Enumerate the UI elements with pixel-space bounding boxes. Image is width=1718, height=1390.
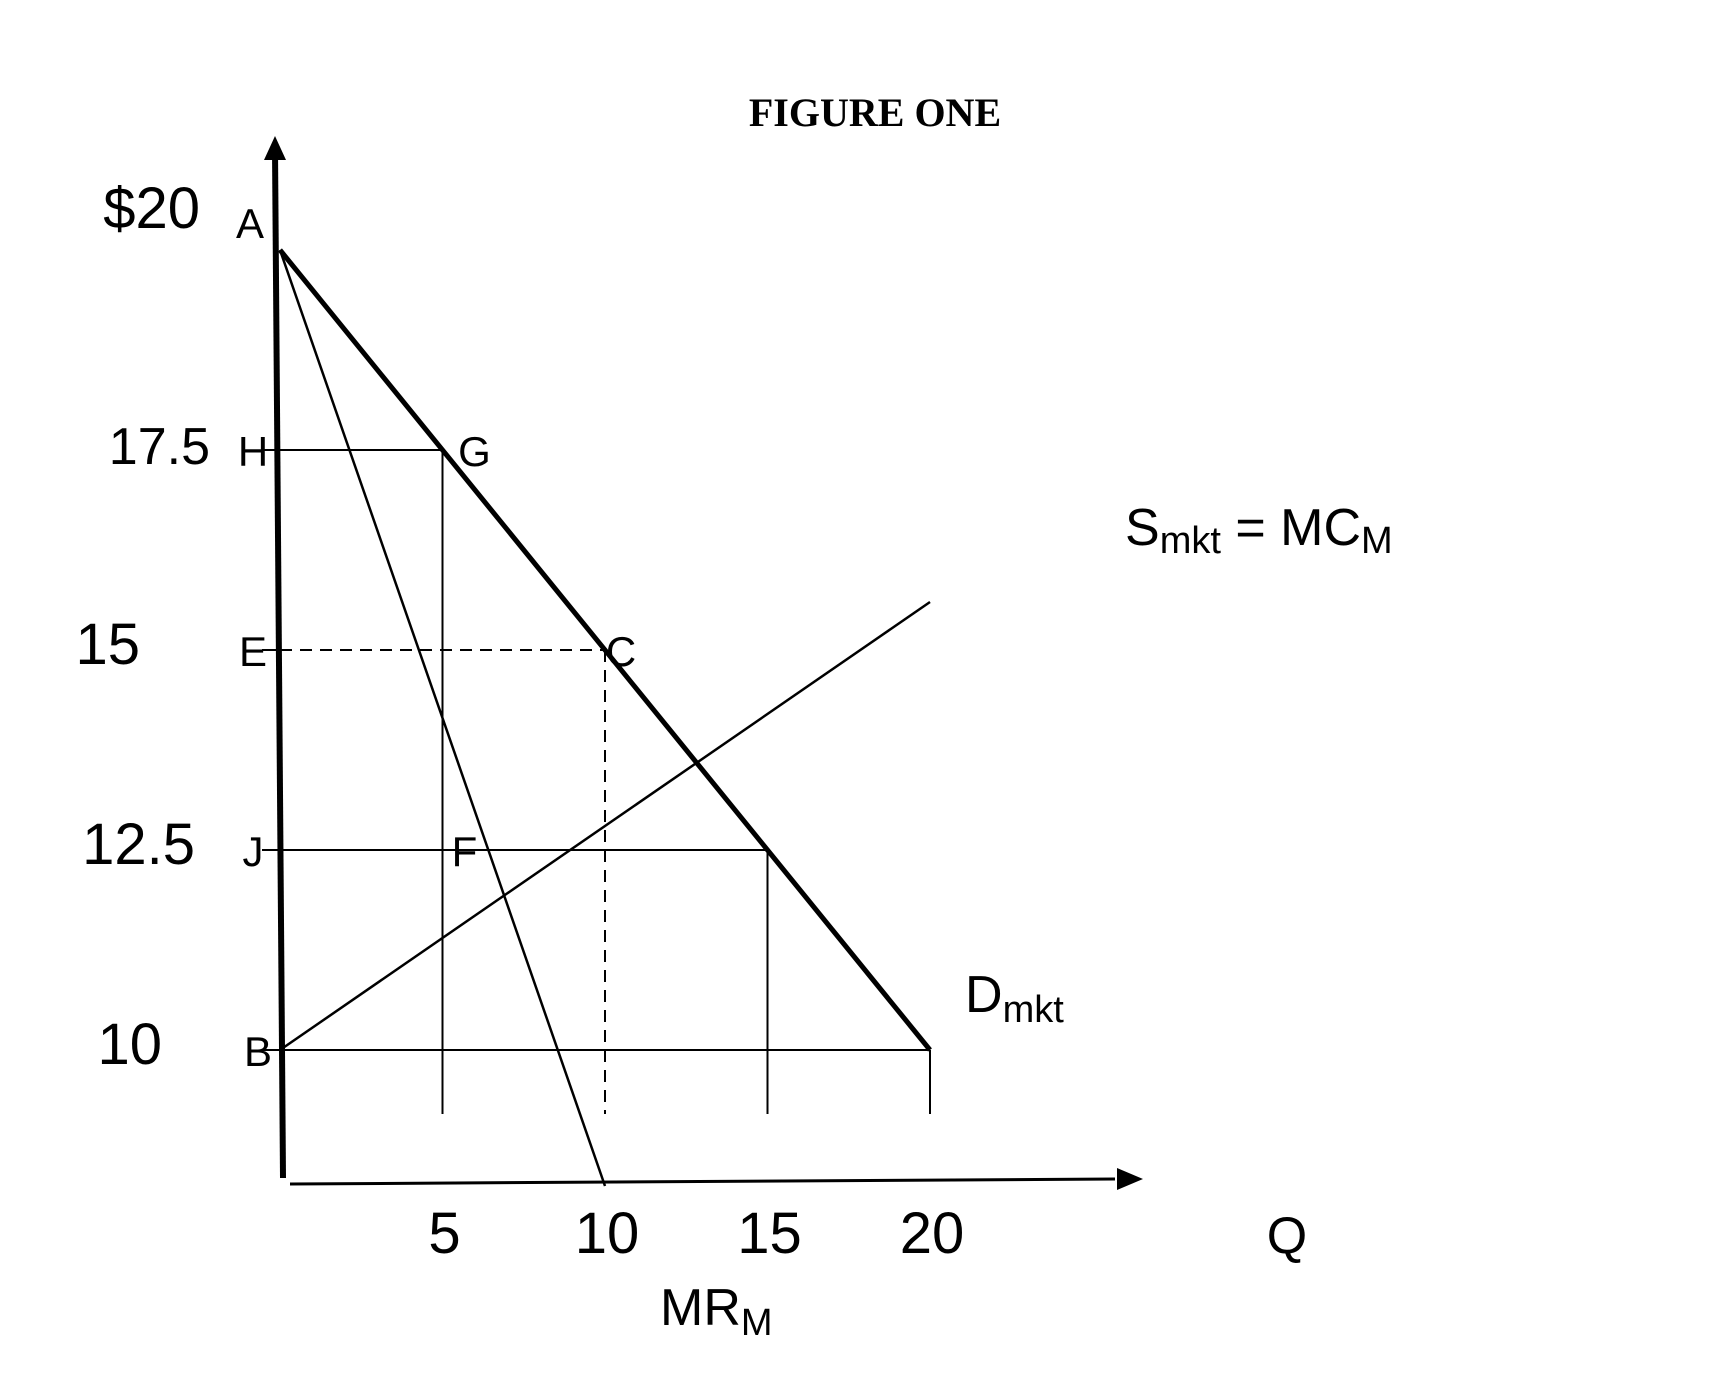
series-label-demand-main: D — [965, 966, 1003, 1024]
series-label-mr-main: MR — [660, 1279, 741, 1337]
x-tick-label: 10 — [575, 1201, 640, 1266]
x-tick-label: 15 — [737, 1201, 802, 1266]
x-axis-arrowhead — [1117, 1168, 1143, 1190]
chart-title: FIGURE ONE — [749, 90, 1001, 135]
series-label-demand: Dmkt — [965, 966, 1064, 1031]
series-label-supply-part: S — [1125, 499, 1160, 557]
y-point-label: E — [239, 628, 267, 675]
series-label-mr: MRM — [660, 1279, 773, 1344]
y-tick-label: 15 — [75, 612, 140, 677]
y-axis — [272, 149, 286, 1179]
point-label: F — [452, 828, 478, 875]
series-line-supply — [279, 600, 931, 1052]
guide-lines — [280, 449, 931, 1114]
x-tick-labels: 5 10 15 20 — [428, 1201, 964, 1266]
series-label-supply-part: M — [1361, 520, 1393, 562]
point-label: G — [458, 428, 491, 475]
y-point-label: H — [238, 428, 268, 475]
series-lines — [278, 248, 932, 1187]
series-line-demand — [278, 248, 932, 1052]
series-label-supply-part: mkt — [1160, 520, 1222, 562]
y-axis-arrowhead — [264, 136, 286, 160]
point-label: C — [606, 628, 636, 675]
y-point-label: J — [243, 828, 264, 875]
y-point-label: A — [236, 200, 264, 247]
y-tick-label: $20 — [103, 176, 200, 241]
y-point-labels: A H E J B — [236, 200, 282, 1075]
x-axis — [289, 1177, 1116, 1186]
y-tick-labels: $20 17.5 15 12.5 10 — [75, 176, 210, 1077]
x-axis-label: Q — [1267, 1207, 1307, 1265]
series-label-supply-part: = MC — [1221, 499, 1361, 557]
y-tick-label: 17.5 — [109, 418, 210, 476]
y-tick-label: 12.5 — [82, 812, 195, 877]
series-label-supply: Smkt = MCM — [1125, 499, 1393, 562]
x-tick-label: 5 — [428, 1201, 460, 1266]
point-labels: G C F — [452, 428, 637, 875]
series-line-mr — [278, 249, 607, 1187]
series-label-demand-sub: mkt — [1003, 989, 1065, 1031]
series-label-mr-sub: M — [741, 1302, 773, 1344]
y-tick-label: 10 — [97, 1012, 162, 1077]
x-tick-label: 20 — [900, 1201, 965, 1266]
y-point-label: B — [244, 1028, 272, 1075]
